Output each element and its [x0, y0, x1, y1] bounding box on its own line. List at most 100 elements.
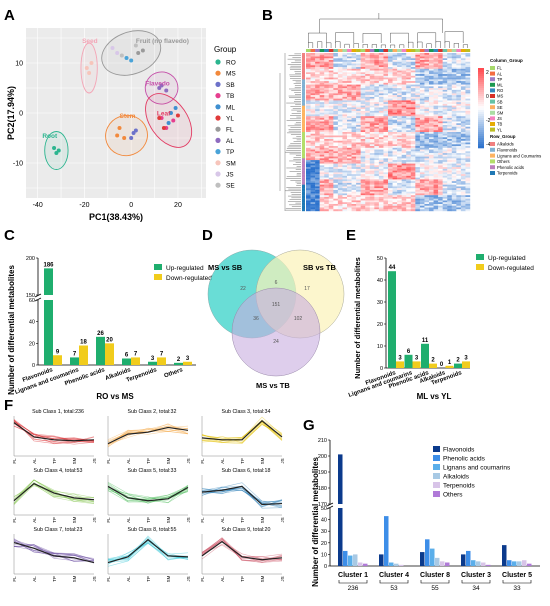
- heatmap-cell: [306, 110, 311, 113]
- heatmap-cell: [415, 177, 421, 180]
- heatmap-cell: [433, 54, 439, 57]
- heatmap-cell: [383, 121, 389, 124]
- heatmap-cell: [360, 135, 366, 138]
- heatmap-cell: [347, 61, 352, 64]
- e-bar: [421, 343, 429, 368]
- heatmap-cell: [429, 140, 434, 143]
- heatmap-cell: [397, 160, 402, 163]
- heatmap-cell: [310, 140, 316, 143]
- heatmap-cell: [306, 74, 311, 77]
- pca-point: [133, 128, 138, 133]
- heatmap-cell: [378, 91, 384, 94]
- heatmap-cell: [342, 186, 348, 189]
- heatmap-cell: [351, 53, 357, 55]
- heatmap-cell: [451, 156, 457, 159]
- heatmap-cell: [397, 81, 402, 84]
- heatmap-cell: [351, 119, 357, 122]
- heatmap-cell: [460, 172, 466, 175]
- heatmap-cell: [337, 86, 343, 89]
- heatmap-cell: [456, 137, 462, 140]
- heatmap-cell: [406, 117, 411, 120]
- heatmap-cell: [324, 154, 329, 157]
- heatmap-cell: [324, 140, 329, 143]
- heatmap-cell: [392, 56, 398, 59]
- heatmap-cell: [406, 96, 411, 99]
- heatmap-cell: [433, 116, 439, 119]
- heatmap-cell: [460, 146, 466, 148]
- heatmap-cell: [438, 103, 443, 106]
- heatmap-cell: [442, 202, 448, 205]
- column-annotation-cell: [319, 49, 325, 52]
- heatmap-cell: [365, 191, 370, 194]
- heatmap-cell: [397, 116, 402, 119]
- heatmap-cell: [328, 84, 334, 87]
- heatmap-cell: [433, 61, 439, 64]
- heatmap-cell: [447, 209, 452, 212]
- heatmap-cell: [456, 142, 462, 145]
- heatmap-cell: [306, 105, 311, 108]
- heatmap-cell: [356, 186, 361, 189]
- heatmap-cell: [378, 102, 384, 105]
- heatmap-cell: [397, 100, 402, 103]
- heatmap-cells: [306, 53, 471, 212]
- heatmap-cell: [388, 68, 393, 71]
- g-bar: [348, 555, 353, 566]
- heatmap-cell: [365, 146, 370, 148]
- heatmap-cell: [315, 177, 320, 180]
- trend-x-tick: JS: [186, 576, 191, 581]
- heatmap-cell: [324, 109, 329, 112]
- heatmap-cell: [392, 86, 398, 89]
- heatmap-cell: [451, 174, 457, 177]
- heatmap-cell: [460, 149, 466, 152]
- heatmap-cell: [424, 207, 430, 210]
- g-x-tick: Cluster 8: [420, 572, 450, 579]
- heatmap-cell: [347, 142, 352, 145]
- heatmap-cell: [438, 195, 443, 198]
- heatmap-cell: [360, 144, 366, 147]
- heatmap-cell: [401, 100, 407, 103]
- pca-legend-marker: [215, 160, 221, 166]
- c-data-label: 3: [186, 356, 190, 362]
- heatmap-cell: [351, 56, 357, 59]
- heatmap-cell: [419, 179, 425, 182]
- heatmap-cell: [433, 114, 439, 117]
- heatmap-cell: [451, 68, 457, 71]
- heatmap-cell: [401, 203, 407, 206]
- heatmap-cell: [451, 203, 457, 206]
- heatmap-cell: [442, 109, 448, 112]
- column-annotation-cell: [419, 49, 425, 52]
- heatmap-cell: [424, 132, 430, 134]
- heatmap-cell: [465, 53, 471, 55]
- heatmap-cell: [438, 114, 443, 117]
- pca-point: [157, 86, 162, 90]
- heatmap-cell: [306, 123, 311, 126]
- trend-mean-line: [13, 422, 95, 442]
- heatmap-cell: [365, 79, 370, 82]
- heatmap-cell: [433, 198, 439, 201]
- heatmap-cell: [438, 172, 443, 175]
- heatmap-cell: [360, 114, 366, 117]
- heatmap-cell: [356, 70, 361, 73]
- heatmap-cell: [392, 96, 398, 99]
- heatmap-cell: [319, 135, 325, 138]
- heatmap-cell: [451, 81, 457, 84]
- heatmap-cell: [356, 126, 361, 129]
- heatmap-cell: [356, 196, 361, 199]
- heatmap-cell: [310, 182, 316, 185]
- heatmap-cell: [306, 140, 311, 143]
- heatmap-cell: [374, 200, 380, 203]
- heatmap-cell: [315, 123, 320, 126]
- heatmap-cell: [392, 165, 398, 168]
- heatmap-cell: [401, 79, 407, 82]
- heatmap-cell: [383, 184, 389, 187]
- heatmap-cell: [333, 68, 339, 71]
- heatmap-cell: [460, 203, 466, 206]
- heatmap-cell: [442, 98, 448, 101]
- heatmap-cell: [324, 65, 329, 68]
- heatmap-cell: [456, 84, 462, 87]
- heatmap-cell: [351, 144, 357, 147]
- heatmap-cell: [347, 151, 352, 154]
- heatmap-cell: [460, 112, 466, 115]
- heatmap-cell: [442, 93, 448, 96]
- heatmap-cell: [406, 184, 411, 187]
